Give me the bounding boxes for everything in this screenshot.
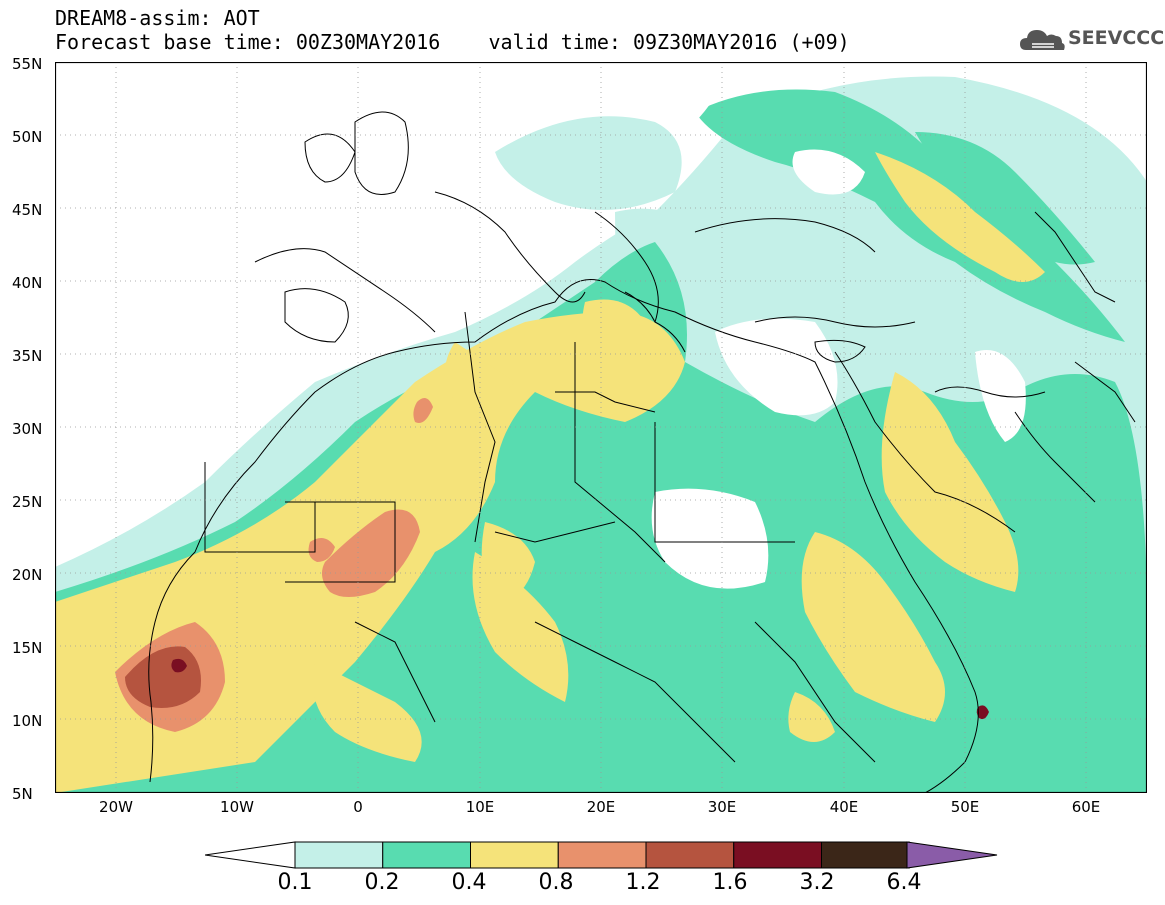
lat-label: 40N (12, 274, 43, 292)
aot-map (55, 62, 1147, 793)
colorbar-cell (382, 841, 471, 869)
map-title: DREAM8-assim: AOT (55, 6, 260, 30)
lon-label: 60E (1071, 798, 1101, 816)
lat-label: 5N (12, 785, 33, 803)
lat-label: 50N (12, 128, 43, 146)
lon-label: 0 (353, 798, 363, 816)
colorbar-cell (294, 841, 384, 869)
colorbar-cell (733, 841, 822, 869)
cloud-icon (1020, 30, 1065, 50)
lat-label: 10N (12, 712, 43, 730)
lat-label: 25N (12, 493, 43, 511)
map-border (55, 62, 1147, 793)
valid-time: valid time: 09Z30MAY2016 (+09) (488, 30, 850, 54)
lat-label: 15N (12, 639, 43, 657)
aot-1.6-contours (171, 658, 989, 720)
colorbar-over-arrow (906, 841, 998, 869)
coastlines-and-borders (148, 111, 1136, 793)
colorbar (205, 841, 998, 869)
colorbar-cell (645, 841, 735, 869)
forecast-time-line: Forecast base time: 00Z30MAY2016 valid t… (55, 31, 850, 53)
lat-label: 35N (12, 347, 43, 365)
colorbar-label: 3.2 (799, 870, 835, 895)
lon-label: 40E (829, 798, 859, 816)
lat-label: 30N (12, 420, 43, 438)
lon-label: 10E (465, 798, 495, 816)
colorbar-cell (821, 841, 910, 869)
lat-label: 20N (12, 566, 43, 584)
map-gridlines (55, 62, 1147, 793)
seevccc-logo: SEEVCCC (1018, 24, 1164, 56)
base-time: Forecast base time: 00Z30MAY2016 (55, 30, 441, 54)
lon-label: 10W (220, 798, 254, 816)
lat-label: 45N (12, 201, 43, 219)
colorbar-cell (470, 841, 559, 869)
logo-text: SEEVCCC (1068, 27, 1165, 49)
colorbar-under-arrow (205, 841, 296, 869)
lat-label: 55N (12, 55, 43, 73)
lon-label: 50E (950, 798, 980, 816)
lon-label: 20E (586, 798, 616, 816)
colorbar-label: 1.2 (625, 870, 661, 895)
colorbar-label: 0.4 (451, 870, 487, 895)
colorbar-label: 0.8 (538, 870, 574, 895)
colorbar-label: 1.6 (712, 870, 748, 895)
colorbar-label: 6.4 (886, 870, 922, 895)
lon-label: 30E (707, 798, 737, 816)
colorbar-cell (557, 841, 647, 869)
lon-label: 20W (99, 798, 133, 816)
colorbar-label: 0.2 (364, 870, 400, 895)
colorbar-cells (294, 841, 910, 869)
colorbar-label: 0.1 (277, 870, 313, 895)
